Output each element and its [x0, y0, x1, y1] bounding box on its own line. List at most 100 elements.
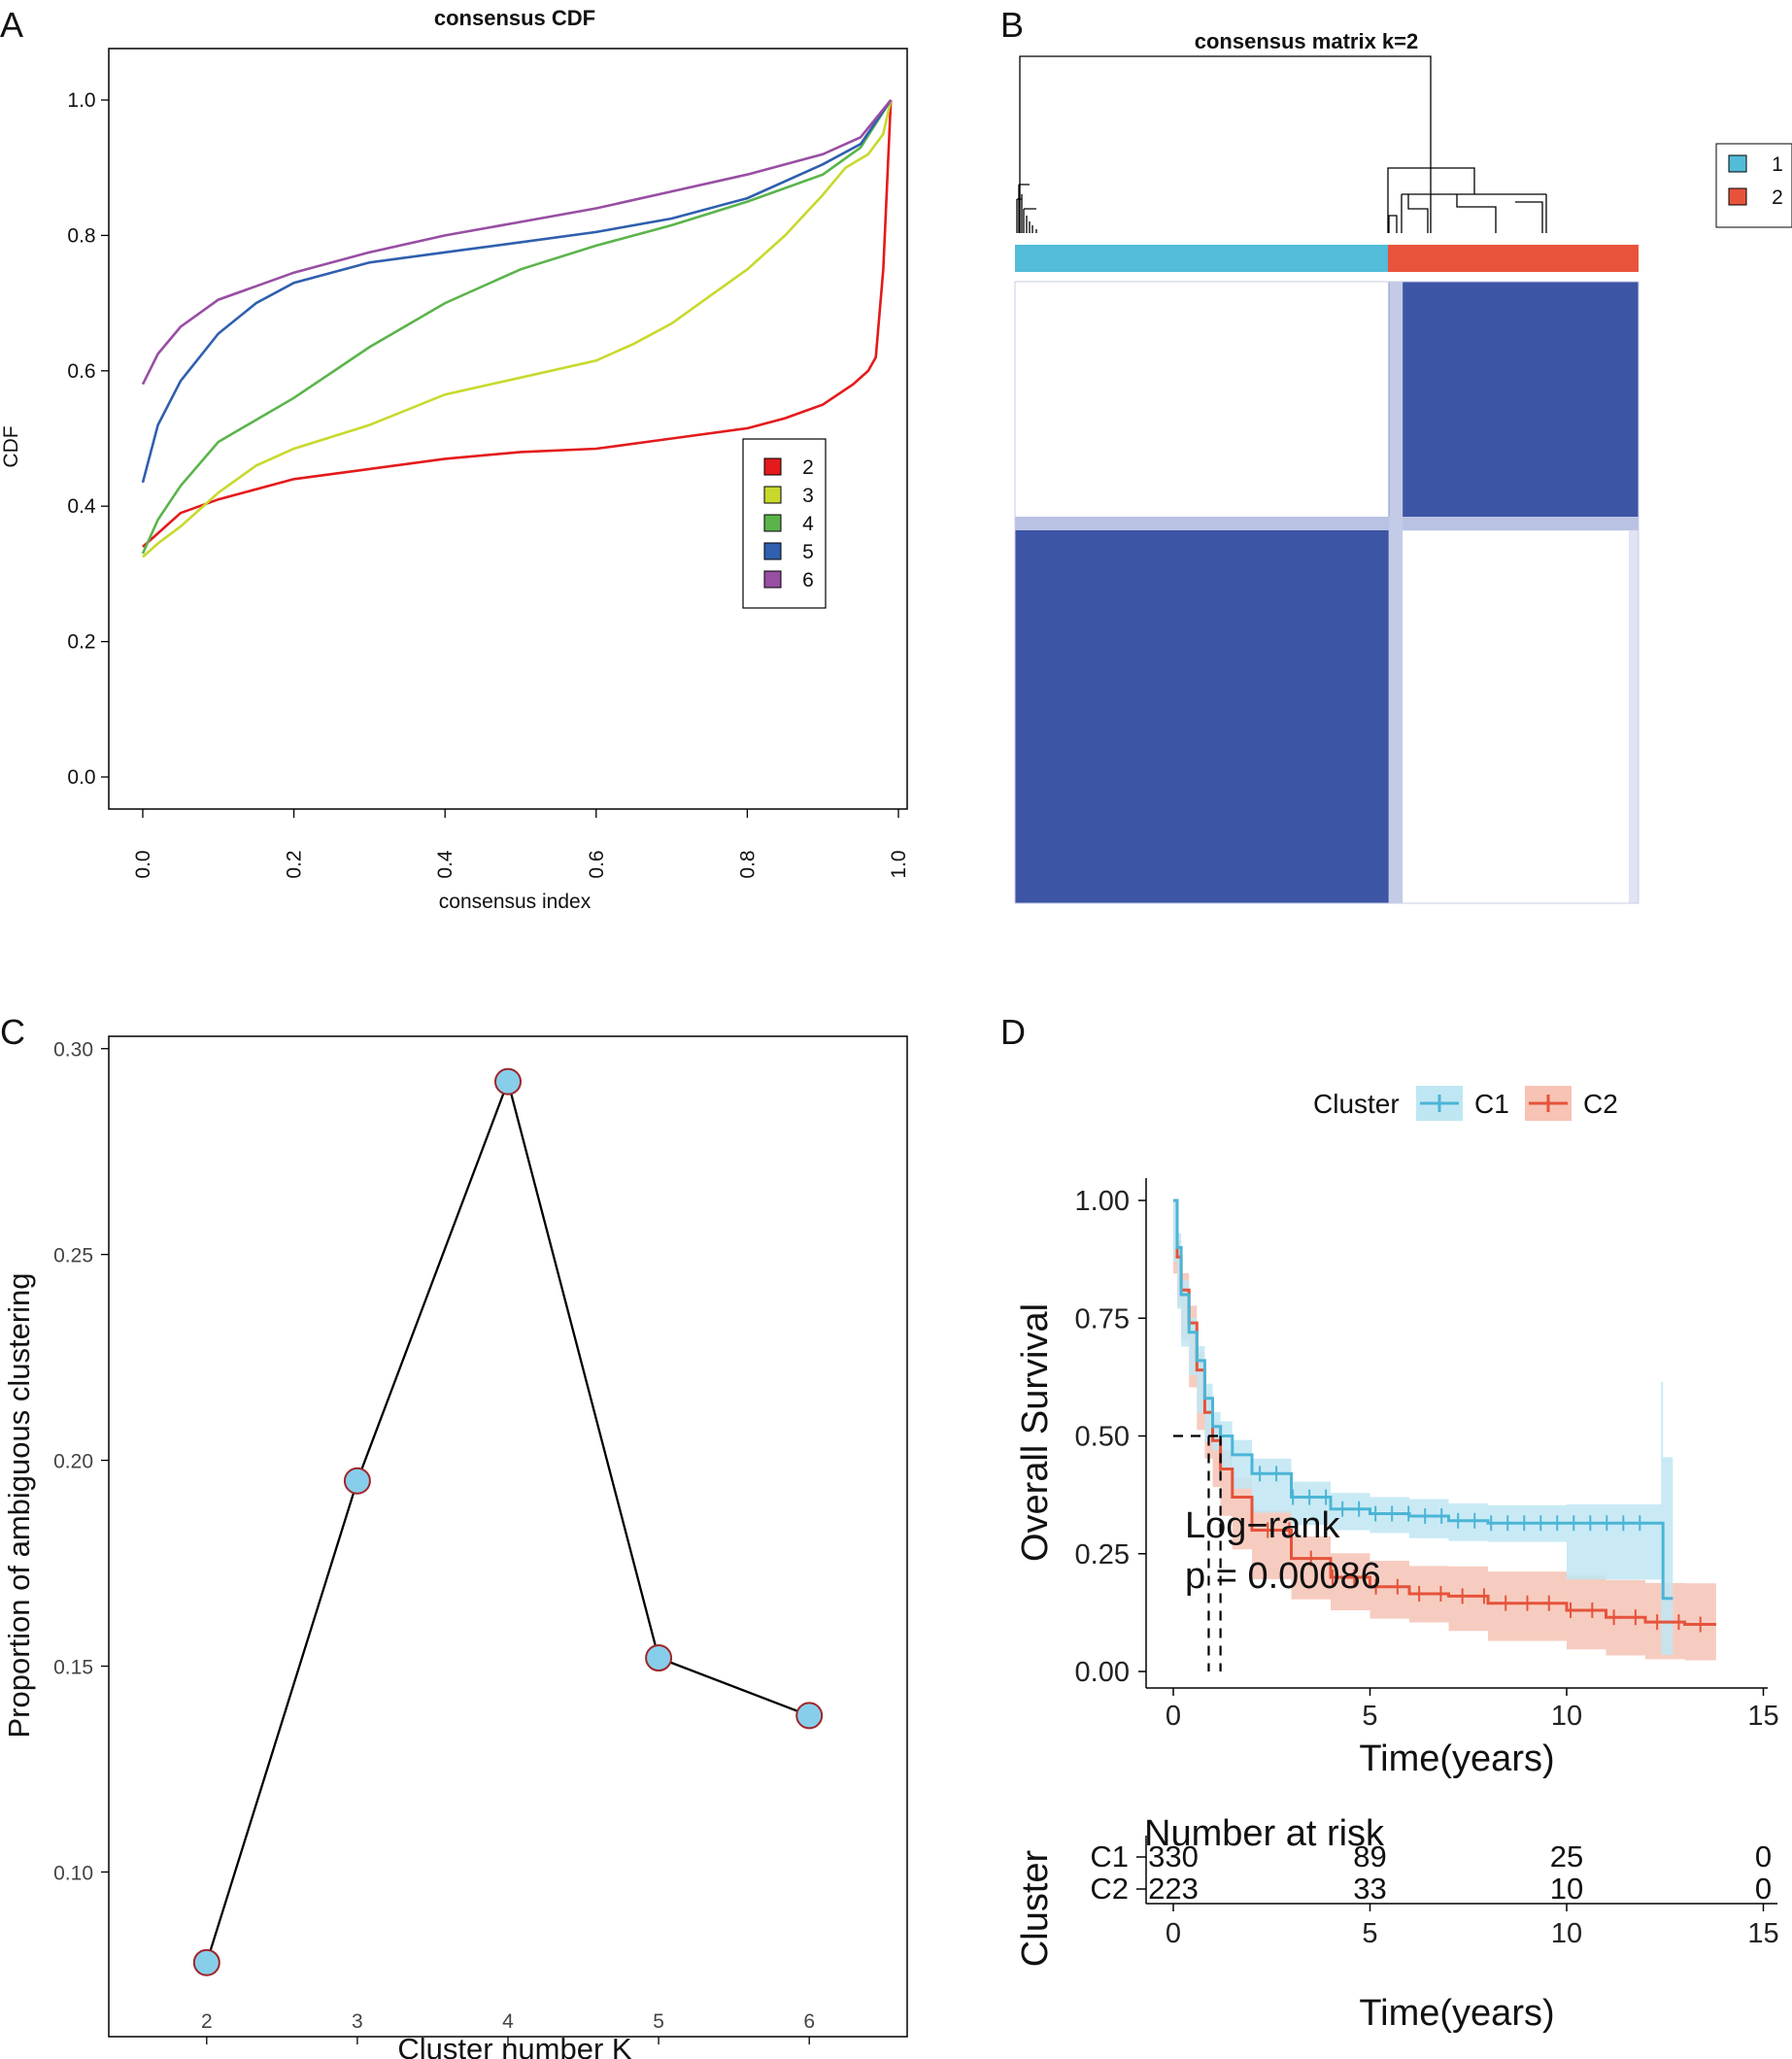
- legend-label-k4: 4: [802, 513, 814, 535]
- logrank-pvalue: p = 0.00086: [1185, 1556, 1381, 1597]
- legend-label-C1: C1: [1474, 1089, 1509, 1119]
- legend-label-C2: C2: [1583, 1089, 1618, 1119]
- legend-swatch-cluster1: [1728, 154, 1747, 173]
- panel-c-x-label: Cluster number K: [397, 2032, 632, 2059]
- cluster-bar-1: [1015, 245, 1388, 272]
- legend-label-k5: 5: [802, 541, 814, 563]
- panel-a-x-tick-label: 0.2: [284, 850, 306, 878]
- risk-value-C2-t0: 223: [1148, 1872, 1199, 1906]
- panel-c-x-tick-label: 5: [653, 2010, 664, 2033]
- panel-a-y-tick-label: 0.4: [67, 495, 96, 518]
- ambiguity-point-k6: [795, 1702, 824, 1730]
- ambiguity-line: [205, 1077, 810, 1964]
- heatmap-block-r1-c2: [1388, 281, 1640, 531]
- panel-a-x-tick-label: 1.0: [888, 850, 910, 878]
- c2-survival-curve: [1173, 1198, 1716, 1626]
- cdf-line-k4: [141, 99, 893, 555]
- risk-value-C2-t5: 33: [1353, 1872, 1386, 1906]
- panel-c-x-tick-label: 3: [352, 2010, 363, 2033]
- panel-d-legend-title: Cluster: [1313, 1089, 1400, 1119]
- panel-a-x-tick-label: 0.6: [586, 850, 608, 878]
- ambiguity-point-k5: [645, 1644, 673, 1672]
- panel-a-cdf-chart: consensus CDF 0.0 0.2 0.4 0.6 0.8 1.0 0.0 0.2 0…: [0, 6, 910, 913]
- panel-c-x-tick-label: 6: [803, 2010, 815, 2033]
- panel-c-y-tick-label: 0.15: [53, 1657, 93, 1679]
- risk-value-C1-t5: 89: [1353, 1840, 1386, 1873]
- risk-value-C2-t15: 0: [1755, 1872, 1772, 1906]
- panel-a-y-tick-label: 0.0: [67, 766, 95, 789]
- c1-survival-curve: [1173, 1198, 1674, 1601]
- panel-a-y-tick-label: 0.8: [67, 224, 95, 247]
- legend-label-cluster1: 1: [1772, 153, 1783, 176]
- risk-row-label-C2: C2: [1090, 1872, 1129, 1906]
- cdf-line-k2: [142, 99, 893, 548]
- panel-c-y-tick-label: 0.30: [53, 1039, 93, 1062]
- risk-x-tick-label: 15: [1747, 1918, 1778, 1949]
- panel-c-plot-box: [108, 1035, 908, 2038]
- panel-d-y-tick-label: 0.00: [1075, 1657, 1130, 1688]
- risk-table-y-label: Cluster: [1015, 1849, 1056, 1967]
- panel-b-dendrogram: [1016, 55, 1547, 233]
- panel-d-x-tick-label: 5: [1362, 1701, 1377, 1732]
- legend-swatch-cluster2: [1728, 187, 1747, 206]
- risk-table-x-label: Time(years): [1359, 1993, 1554, 2034]
- risk-value-C1-t10: 25: [1550, 1840, 1583, 1873]
- risk-value-C1-t0: 330: [1148, 1840, 1199, 1873]
- legend-label-k2: 2: [802, 456, 814, 479]
- heatmap-edge-noise: [1629, 530, 1639, 903]
- panel-a-x-tick-label: 0.0: [132, 850, 154, 878]
- ambiguity-point-k4: [494, 1067, 522, 1096]
- cdf-line-k6: [141, 99, 893, 386]
- panel-c-x-tick-label: 2: [201, 2010, 213, 2033]
- risk-table-title: Number at risk: [1144, 1813, 1385, 1854]
- panel-a-y-tick-label: 0.6: [67, 360, 95, 383]
- panel-b-consensus-matrix: consensus matrix k=2 1 2: [1014, 29, 1792, 904]
- panel-d-x-tick-label: 15: [1747, 1701, 1778, 1732]
- panel-a-x-tick-label: 0.4: [434, 850, 456, 879]
- risk-x-tick-label: 0: [1166, 1918, 1181, 1949]
- ambiguity-point-k3: [343, 1467, 371, 1495]
- median-survival-lines: [1173, 1435, 1222, 1671]
- risk-x-tick-label: 10: [1551, 1918, 1582, 1949]
- panel-c-y-tick-label: 0.10: [53, 1862, 93, 1884]
- panel-d-y-tick-label: 0.75: [1075, 1303, 1130, 1334]
- ambiguity-point-k2: [192, 1948, 220, 1976]
- risk-value-C2-t10: 10: [1550, 1872, 1583, 1906]
- panel-c-y-tick-label: 0.20: [53, 1451, 93, 1473]
- panel-d-y-tick-label: 0.25: [1075, 1539, 1130, 1570]
- panel-a-y-tick-label: 1.0: [67, 89, 95, 112]
- panel-c-ambiguity-chart: 0.10 0.15 0.20 0.25 0.30 2 3 4 5 6 Cluster numbe…: [2, 1035, 908, 2059]
- panel-label-a: A: [0, 5, 23, 45]
- panel-c-y-tick-label: 0.25: [53, 1245, 93, 1267]
- legend-swatch-k3: [763, 486, 782, 504]
- legend-label-k3: 3: [802, 485, 814, 507]
- panel-d-x-tick-label: 10: [1551, 1701, 1582, 1732]
- panel-d-x-tick-label: 0: [1166, 1701, 1181, 1732]
- legend-label-k6: 6: [802, 569, 814, 591]
- panel-d-y-tick-label: 1.00: [1075, 1186, 1130, 1217]
- cdf-line-k5: [141, 99, 893, 484]
- panel-a-title: consensus CDF: [434, 6, 595, 30]
- legend-swatch-k5: [763, 542, 782, 560]
- logrank-label: Log−rank: [1185, 1505, 1341, 1546]
- panel-c-x-tick-label: 4: [502, 2010, 514, 2033]
- c2-confidence-band: [1173, 1200, 1716, 1661]
- panel-a-x-label: consensus index: [439, 891, 592, 913]
- heatmap-boundary-col: [1389, 282, 1403, 903]
- legend-swatch-k4: [763, 514, 782, 532]
- panel-d-y-label: Overall Survival: [1015, 1303, 1056, 1562]
- panel-a-x-tick-label: 0.8: [736, 850, 759, 878]
- panel-label-d: D: [1000, 1012, 1026, 1052]
- panel-label-b: B: [1000, 5, 1024, 45]
- panel-c-y-label: Proportion of ambiguous clustering: [2, 1272, 36, 1738]
- panel-a-legend-box: [742, 438, 827, 609]
- heatmap-block-r1-c1: [1014, 281, 1390, 531]
- cluster-bar-2: [1388, 245, 1639, 272]
- heatmap-frame: [1014, 281, 1640, 904]
- legend-label-cluster2: 2: [1772, 186, 1783, 209]
- panel-d-y-tick-label: 0.50: [1075, 1422, 1130, 1453]
- panel-a-plot-box: [108, 48, 908, 810]
- risk-x-tick-label: 5: [1362, 1918, 1377, 1949]
- c1-confidence-band: [1173, 1200, 1674, 1656]
